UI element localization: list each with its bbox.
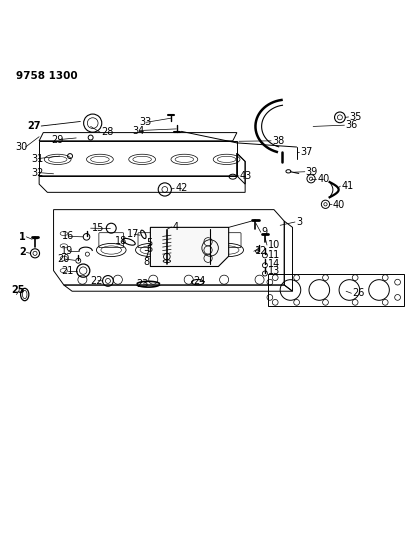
Text: 11: 11 <box>268 250 280 260</box>
Text: 27: 27 <box>27 121 40 131</box>
Text: 25: 25 <box>11 285 25 295</box>
Text: 30: 30 <box>16 142 28 152</box>
Text: 3: 3 <box>296 217 302 227</box>
Text: 4: 4 <box>172 222 178 232</box>
Text: 31: 31 <box>31 154 43 164</box>
Text: 18: 18 <box>115 236 127 246</box>
Text: 14: 14 <box>268 259 280 269</box>
Text: 37: 37 <box>300 147 312 157</box>
Text: 39: 39 <box>306 167 318 177</box>
Polygon shape <box>150 228 229 266</box>
Text: 29: 29 <box>52 135 64 144</box>
Text: 34: 34 <box>132 126 144 135</box>
Text: 9758 1300: 9758 1300 <box>16 71 78 81</box>
Text: 38: 38 <box>272 136 284 146</box>
Text: 6: 6 <box>146 244 152 254</box>
Text: 33: 33 <box>139 117 151 127</box>
Text: 8: 8 <box>143 257 150 267</box>
Text: 26: 26 <box>352 288 365 298</box>
Text: 13: 13 <box>268 266 280 277</box>
Text: 23: 23 <box>136 279 148 289</box>
Text: 20: 20 <box>58 254 70 264</box>
Text: 7: 7 <box>143 251 150 261</box>
Text: 28: 28 <box>101 127 113 137</box>
Text: 36: 36 <box>345 120 358 130</box>
Text: 32: 32 <box>31 167 43 177</box>
Text: 40: 40 <box>317 174 330 184</box>
Text: 9: 9 <box>262 227 268 237</box>
Text: 5: 5 <box>146 238 152 248</box>
Text: 17: 17 <box>127 229 139 239</box>
Text: 15: 15 <box>91 223 104 233</box>
Text: 21: 21 <box>61 265 73 276</box>
Text: 22: 22 <box>91 276 103 286</box>
Text: 1: 1 <box>19 232 26 242</box>
Text: 2: 2 <box>19 247 26 257</box>
Text: 35: 35 <box>349 112 362 122</box>
Text: 16: 16 <box>62 231 74 241</box>
Text: 43: 43 <box>240 171 252 181</box>
Text: 40: 40 <box>333 200 345 209</box>
Text: 24: 24 <box>194 276 206 286</box>
Text: 19: 19 <box>61 246 73 256</box>
Text: 10: 10 <box>268 240 280 250</box>
Text: 42: 42 <box>175 183 187 193</box>
Text: 12: 12 <box>255 246 267 256</box>
Text: 41: 41 <box>341 181 353 191</box>
